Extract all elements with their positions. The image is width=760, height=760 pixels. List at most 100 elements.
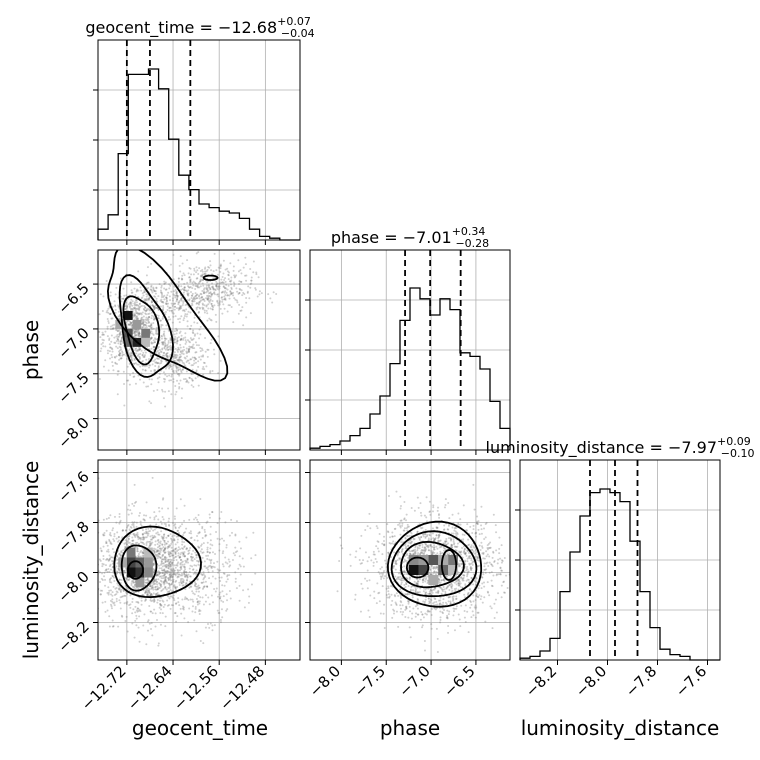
scatter-point [100, 550, 103, 553]
scatter-point [467, 592, 470, 595]
scatter-point [124, 308, 127, 311]
scatter-point [154, 332, 157, 335]
scatter-point [469, 565, 472, 568]
scatter-point [139, 335, 142, 338]
scatter-point [394, 575, 397, 578]
scatter-point [474, 531, 477, 534]
scatter-point [145, 530, 148, 533]
scatter-point [198, 294, 201, 297]
scatter-point [464, 583, 467, 586]
scatter-point [119, 354, 122, 357]
scatter-point [191, 331, 194, 334]
scatter-point [184, 559, 187, 562]
scatter-point [198, 586, 201, 589]
scatter-point [168, 345, 171, 348]
scatter-point [202, 571, 205, 574]
scatter-point [212, 306, 215, 309]
scatter-point [145, 274, 148, 277]
scatter-point [419, 618, 422, 621]
scatter-point [136, 536, 139, 539]
scatter-point [201, 295, 204, 298]
scatter-point [138, 514, 141, 517]
scatter-point [131, 304, 134, 307]
scatter-point [218, 549, 221, 552]
scatter-point [102, 563, 105, 566]
scatter-point [421, 624, 424, 627]
scatter-point [176, 571, 179, 574]
scatter-point [162, 535, 165, 538]
scatter-point [198, 328, 201, 331]
scatter-point [140, 320, 143, 323]
scatter-point [197, 520, 200, 523]
scatter-point [466, 573, 469, 576]
scatter-point [152, 592, 155, 595]
scatter-point [181, 543, 184, 546]
scatter-point [203, 585, 206, 588]
scatter-point [175, 564, 178, 567]
scatter-point [211, 308, 214, 311]
scatter-point [495, 611, 498, 614]
scatter-point [143, 518, 146, 521]
scatter-point [195, 297, 198, 300]
scatter-point [185, 571, 188, 574]
scatter-point [202, 354, 205, 357]
scatter-point [158, 567, 161, 570]
scatter-point [162, 549, 165, 552]
scatter-point [387, 531, 390, 534]
scatter-point [471, 563, 474, 566]
scatter-point [159, 540, 162, 543]
scatter-point [169, 551, 172, 554]
scatter-point [150, 342, 153, 345]
scatter-point [225, 593, 228, 596]
scatter-point [127, 323, 130, 326]
scatter-point [158, 362, 161, 365]
scatter-point [189, 341, 192, 344]
scatter-point [151, 538, 154, 541]
scatter-point [409, 588, 412, 591]
scatter-point [480, 595, 483, 598]
scatter-point [444, 540, 447, 543]
scatter-point [224, 297, 227, 300]
scatter-point [195, 553, 198, 556]
scatter-point [418, 538, 421, 541]
scatter-point [206, 297, 209, 300]
scatter-point [117, 587, 120, 590]
scatter-point [138, 555, 141, 558]
scatter-point [226, 294, 229, 297]
scatter-point [203, 300, 206, 303]
scatter-point [455, 579, 458, 582]
scatter-point [165, 566, 168, 569]
scatter-point [111, 560, 114, 563]
scatter-point [135, 328, 138, 331]
scatter-point [90, 328, 92, 330]
scatter-point [160, 558, 163, 561]
scatter-point [181, 309, 184, 312]
scatter-point [426, 609, 429, 612]
scatter-point [101, 578, 104, 581]
scatter-point [127, 587, 130, 590]
scatter-point [110, 593, 113, 596]
scatter-point [185, 370, 188, 373]
scatter-point [199, 274, 202, 277]
scatter-point [148, 364, 151, 367]
scatter-point [134, 619, 137, 622]
scatter-point [167, 595, 170, 598]
scatter-point [125, 357, 128, 360]
scatter-point [185, 561, 188, 564]
scatter-point [144, 369, 147, 372]
scatter-point [118, 335, 121, 338]
scatter-point [439, 552, 442, 555]
scatter-point [151, 291, 154, 294]
scatter-point [108, 533, 111, 536]
scatter-point [160, 522, 163, 525]
scatter-point [120, 579, 123, 582]
scatter-point [113, 300, 116, 303]
scatter-point [137, 289, 140, 292]
scatter-point [226, 294, 229, 297]
scatter-point [174, 335, 177, 338]
scatter-point [197, 560, 200, 563]
scatter-point [175, 327, 178, 330]
scatter-point [214, 289, 217, 292]
scatter-point [162, 562, 165, 565]
scatter-point [153, 317, 156, 320]
